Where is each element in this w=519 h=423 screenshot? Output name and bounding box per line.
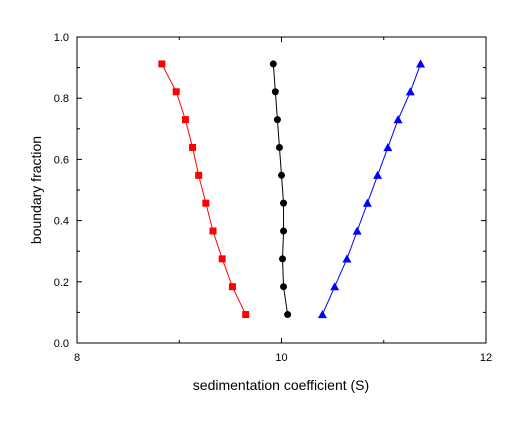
- series-2-point: [352, 226, 362, 235]
- series-0-point: [181, 116, 189, 124]
- series-1-point: [269, 60, 277, 68]
- series-2-line: [321, 63, 422, 315]
- y-tick-label: 0.4: [54, 216, 69, 228]
- series-0-point: [218, 255, 226, 263]
- series-1-point: [271, 88, 279, 96]
- series-0-line: [161, 63, 247, 315]
- series-0-point: [172, 88, 180, 96]
- plot-frame: [76, 36, 487, 344]
- x-tick-label: 10: [275, 352, 287, 364]
- y-tick-label: 0.2: [54, 277, 69, 289]
- y-axis-title: boundary fraction: [28, 136, 44, 244]
- series-0-point: [189, 143, 197, 151]
- series-2-point: [383, 142, 393, 152]
- series-1-point: [280, 283, 288, 291]
- series-2-point: [416, 59, 426, 68]
- series-1-point: [280, 227, 288, 235]
- series-2-point: [342, 254, 352, 263]
- x-tick-label: 8: [74, 352, 80, 364]
- y-tick-label: 0.6: [54, 154, 69, 166]
- series-1-line: [272, 63, 289, 315]
- x-tick-label: 12: [480, 352, 492, 364]
- series-0-point: [158, 60, 166, 68]
- series-2-point: [405, 87, 415, 96]
- series-0-point: [202, 199, 210, 207]
- series-1-point: [280, 199, 288, 207]
- series-2-point: [373, 170, 383, 179]
- y-tick-label: 0.0: [54, 338, 69, 350]
- series-2-point: [317, 310, 327, 319]
- series-1-point: [279, 255, 287, 263]
- series-0-point: [228, 283, 236, 291]
- series-0-point: [242, 311, 250, 319]
- series-0-point: [209, 227, 217, 235]
- series-1-point: [278, 171, 285, 179]
- series-1-point: [273, 116, 281, 124]
- series-1-point: [275, 143, 283, 151]
- y-tick-label: 0.8: [54, 93, 69, 105]
- plot-area: [158, 59, 426, 319]
- series-2-point: [393, 115, 403, 124]
- x-axis-title: sedimentation coefficient (S): [193, 377, 369, 393]
- series-0-point: [195, 171, 203, 179]
- axes: 0.0 0.2 0.4 0.6 0.8 1.0 8 10 12: [54, 32, 492, 364]
- y-tick-label: 1.0: [54, 32, 69, 44]
- series-2-point: [362, 198, 372, 207]
- series-2-point: [330, 282, 340, 291]
- series-1-point: [284, 311, 292, 319]
